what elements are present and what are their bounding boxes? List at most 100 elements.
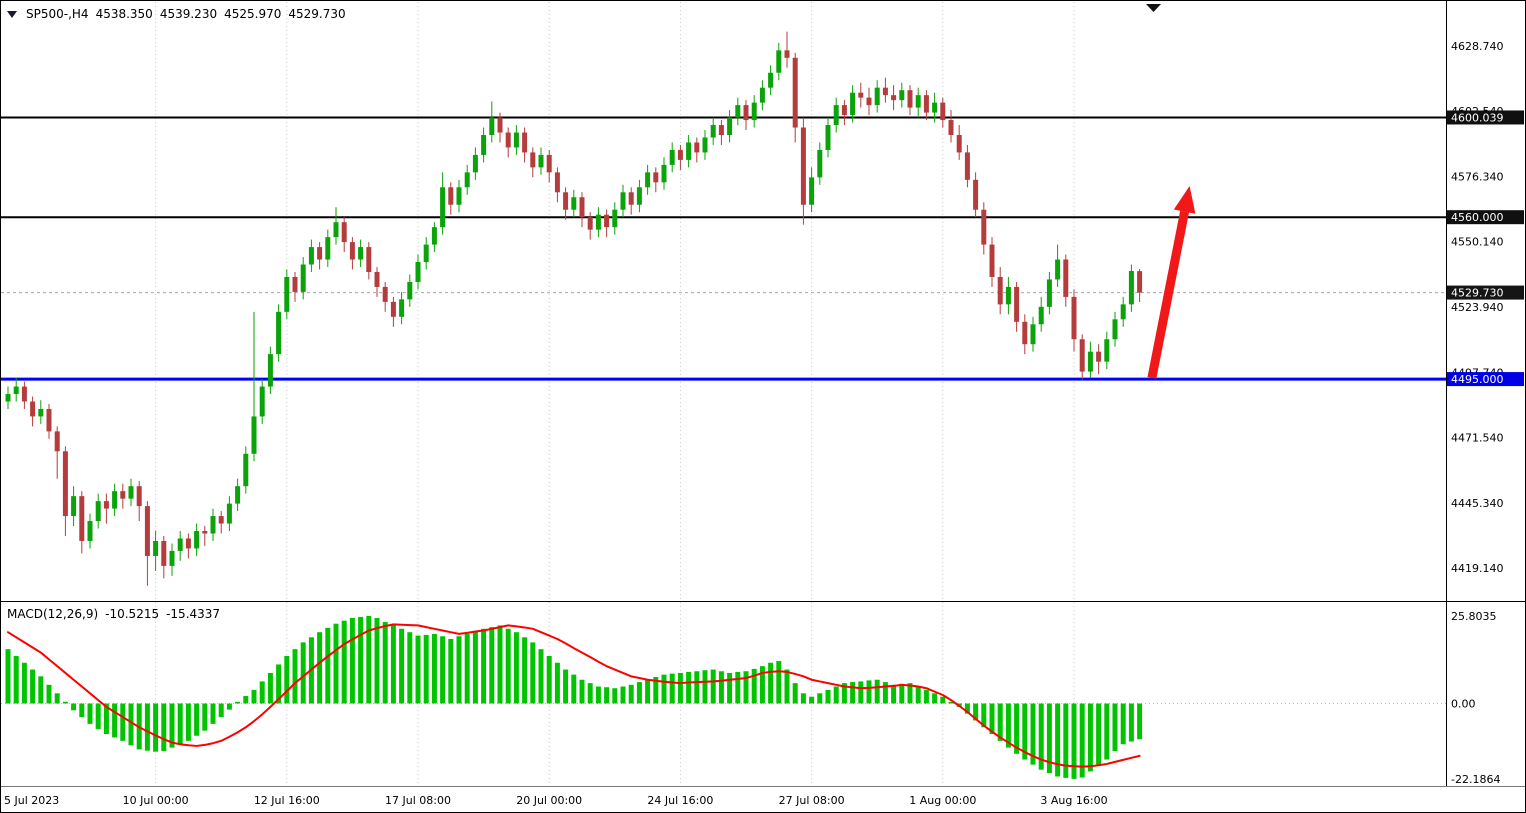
macd-histogram-bar — [243, 696, 249, 704]
candle-body — [103, 501, 109, 509]
macd-histogram-bar — [317, 632, 323, 704]
price-tick-label: 4523.940 — [1451, 301, 1504, 314]
macd-histogram-bar — [923, 689, 929, 704]
macd-histogram-bar — [727, 672, 733, 704]
candle-body — [866, 97, 872, 106]
candle-body — [30, 401, 36, 417]
macd-histogram-bar — [604, 687, 610, 704]
trend-arrow-shaft[interactable] — [1147, 210, 1190, 379]
macd-histogram-bar — [505, 628, 511, 704]
macd-histogram-bar — [431, 633, 437, 704]
macd-histogram-bar — [1038, 703, 1044, 770]
price-label-box — [1447, 110, 1524, 125]
price-label-box — [1447, 372, 1524, 387]
time-axis[interactable] — [1, 787, 1525, 812]
macd-histogram-bar — [1137, 703, 1143, 740]
trend-arrow-head[interactable] — [1173, 186, 1196, 214]
chart-header: SP500-,H4 4538.350 4539.230 4525.970 452… — [7, 7, 346, 21]
candle-body — [792, 57, 798, 128]
macd-histogram-bar — [751, 668, 757, 704]
macd-histogram-bar — [907, 683, 913, 704]
candle-body — [489, 117, 495, 135]
macd-tick-label: 25.8035 — [1451, 610, 1497, 623]
candle-body — [349, 242, 355, 260]
macd-histogram-bar — [964, 703, 970, 714]
macd-histogram-bar — [973, 703, 979, 721]
candle-body — [1104, 339, 1110, 362]
macd-histogram-bar — [809, 696, 815, 704]
candle-body — [185, 538, 191, 549]
ohlc-close-value: 4529.730 — [288, 7, 346, 21]
candle-body — [841, 105, 847, 116]
candle-body — [505, 132, 511, 148]
macd-histogram-bar — [530, 642, 536, 704]
chart-shift-icon[interactable] — [1146, 4, 1161, 12]
time-tick-label: 10 Jul 00:00 — [123, 794, 189, 807]
macd-histogram-bar — [653, 677, 659, 704]
candle-body — [497, 117, 503, 133]
candle-body — [95, 501, 101, 522]
macd-histogram-bar — [997, 703, 1003, 741]
symbol-dropdown-icon[interactable] — [7, 10, 17, 18]
macd-signal-line — [7, 623, 1141, 768]
macd-histogram-bar — [989, 703, 995, 735]
candle-body — [907, 90, 913, 108]
macd-histogram-bar — [587, 683, 593, 704]
candle-body — [1079, 339, 1085, 372]
candle-body — [251, 416, 257, 454]
price-label-text: 4600.039 — [1451, 111, 1504, 124]
price-axis[interactable] — [1447, 1, 1525, 786]
candle-body — [874, 87, 880, 106]
price-label-box — [1447, 210, 1524, 225]
candle-body — [940, 102, 946, 121]
candle-body — [267, 354, 273, 387]
macd-histogram-bar — [768, 662, 774, 704]
macd-histogram-bar — [144, 703, 150, 751]
macd-histogram-bar — [497, 625, 503, 704]
candle-body — [661, 164, 667, 183]
macd-histogram-bar — [62, 701, 68, 704]
macd-histogram-bar — [276, 664, 282, 704]
macd-histogram-bar — [628, 684, 634, 704]
candle-body — [1055, 259, 1061, 280]
candle-body — [1014, 286, 1020, 322]
candle-body — [333, 222, 339, 238]
candle-body — [71, 496, 77, 517]
macd-histogram-bar — [390, 624, 396, 704]
macd-histogram-bar — [571, 674, 577, 704]
macd-histogram-bar — [948, 701, 954, 704]
candle-body — [292, 276, 298, 292]
price-tick-label: 4445.340 — [1451, 497, 1504, 510]
macd-signal-value: -15.4337 — [166, 607, 221, 621]
time-tick-label: 20 Jul 00:00 — [516, 794, 582, 807]
price-tick-label: 4471.540 — [1451, 432, 1504, 445]
candle-body — [153, 540, 159, 556]
macd-histogram-bar — [1128, 703, 1134, 742]
candle-body — [702, 137, 708, 153]
candle-body — [743, 105, 749, 121]
candle-body — [448, 187, 454, 205]
candle-body — [997, 276, 1003, 305]
macd-histogram-bar — [1046, 703, 1052, 774]
candle-body — [1046, 279, 1052, 307]
macd-histogram-bar — [735, 671, 741, 704]
macd-histogram-bar — [341, 620, 347, 704]
candle-body — [645, 172, 651, 188]
candle-body — [538, 154, 544, 168]
candle-body — [784, 50, 790, 58]
time-tick-label: 17 Jul 08:00 — [385, 794, 451, 807]
macd-indicator-label: MACD(12,26,9) -10.5215 -15.4337 — [7, 607, 220, 621]
macd-histogram-bar — [850, 682, 856, 704]
candle-body — [1063, 259, 1069, 297]
candle-body — [62, 451, 68, 517]
macd-histogram-bar — [866, 680, 872, 704]
candle-body — [481, 134, 487, 155]
macd-histogram-bar — [79, 703, 85, 718]
macd-histogram-bar — [817, 693, 823, 704]
candle-body — [284, 276, 290, 312]
candle-body — [595, 214, 601, 230]
candle-body — [530, 152, 536, 168]
candle-body — [563, 192, 569, 210]
